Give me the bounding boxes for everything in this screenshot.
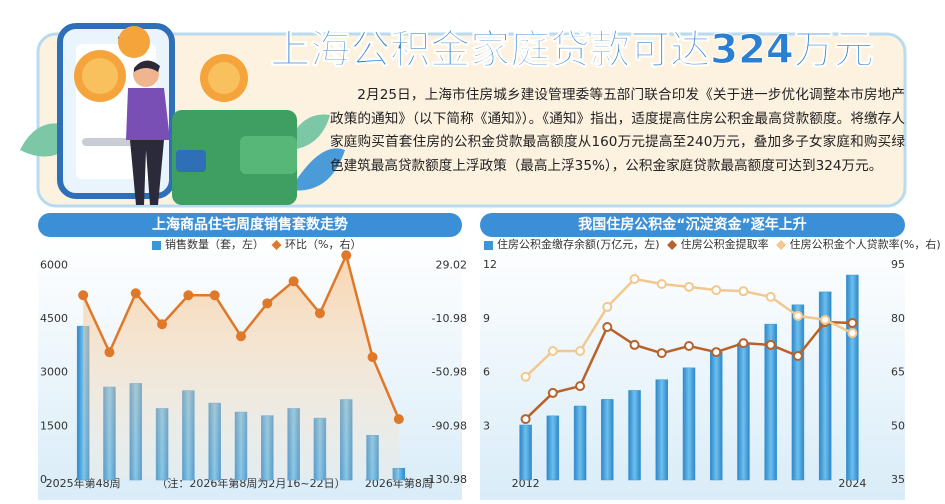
page-title: 上海公积金家庭贷款可达324万元 [270,27,874,73]
line-point [183,290,194,301]
line-point [711,285,722,296]
legend-swatch [271,240,282,250]
chart-title-bar [38,213,462,237]
y-tick-label: 9 [483,312,490,325]
line-point [629,339,640,350]
line-point [130,288,141,299]
y-tick-label: 12 [483,258,497,271]
line-point [157,319,168,330]
legend-swatch [484,241,493,250]
line-point [575,381,586,392]
x-tick-label: 2024 [838,477,866,490]
line-point [656,348,667,359]
bar [846,274,859,481]
y-tick-label: 3 [483,419,490,432]
legend-label: 住房公积金缴存余额(万亿元，左) [497,237,660,251]
y2-tick-label: 50 [891,419,905,432]
y-tick-label: 4500 [40,312,68,325]
y-tick-label: 3000 [40,366,68,379]
line-point [547,346,558,356]
line-point [820,314,831,325]
line-point [629,273,640,284]
line-point [367,352,378,363]
legend-swatch [667,240,678,250]
y2-tick-label: 95 [891,258,905,271]
line-point [104,347,115,358]
bar [601,399,614,481]
y2-tick-label: -50.98 [432,366,467,379]
line-point [684,340,694,351]
legend-swatch [776,240,787,250]
y-tick-label: 1500 [40,419,68,432]
line-point [847,318,858,329]
line-point [792,351,803,362]
line-point [711,347,722,358]
legend-label: 环比（%，右） [285,237,361,251]
illustration [20,23,345,205]
line-point [765,291,776,302]
line-point [656,278,667,289]
line-point [792,310,803,321]
legend-swatch [152,241,161,250]
chart-title: 我国住房公积金“沉淀资金”逐年上升 [578,216,806,233]
intro-paragraph: 2月25日，上海市住房城乡建设管理委等五部门联合印发《关于进一步优化调整本市房地… [330,87,905,174]
line-point [602,321,613,332]
bar [818,291,832,481]
line-point [575,346,586,356]
line-point [765,339,776,350]
y2-tick-label: 65 [891,366,905,379]
bar [628,390,641,481]
y2-tick-label: 35 [891,473,905,486]
line-point [602,301,613,312]
bar [546,415,560,481]
line-point [847,328,858,339]
legend-label: 销售数量（套，左） [165,237,264,251]
bar [791,304,805,481]
bar [764,323,777,481]
line-point [262,298,273,309]
chart-title-bar [480,213,905,237]
y-tick-label: 6000 [40,258,68,271]
line-point [236,331,246,342]
line-area [83,255,399,480]
line-point [314,308,325,319]
bar [573,405,587,481]
line-point [738,286,749,297]
y2-tick-label: -10.98 [432,312,467,325]
y2-tick-label: -130.98 [425,473,467,486]
bar [519,424,532,481]
y2-tick-label: 80 [891,312,905,325]
bar [655,379,669,481]
legend-label: 住房公积金提取率 [681,237,769,251]
line-point [738,338,749,349]
y-tick-label: 0 [40,473,47,486]
line-point [341,250,352,261]
line-point [209,290,220,301]
bar [682,367,696,481]
line-point [547,387,558,398]
line-point [78,290,89,301]
line-point [520,371,531,382]
line-point [288,276,299,287]
bar [709,351,723,481]
y2-tick-label: -90.98 [432,419,467,432]
bar [737,342,750,481]
x-tick-label: 2012 [512,477,540,490]
legend-label: 住房公积金个人贷款率(%，右) [790,237,941,251]
line-point [393,414,404,425]
line-point [520,414,531,425]
y-tick-label: 6 [483,366,490,379]
y2-tick-label: 29.02 [436,258,468,271]
line-point [684,281,694,292]
chart-title: 上海商品住宅周度销售套数走势 [152,216,348,233]
